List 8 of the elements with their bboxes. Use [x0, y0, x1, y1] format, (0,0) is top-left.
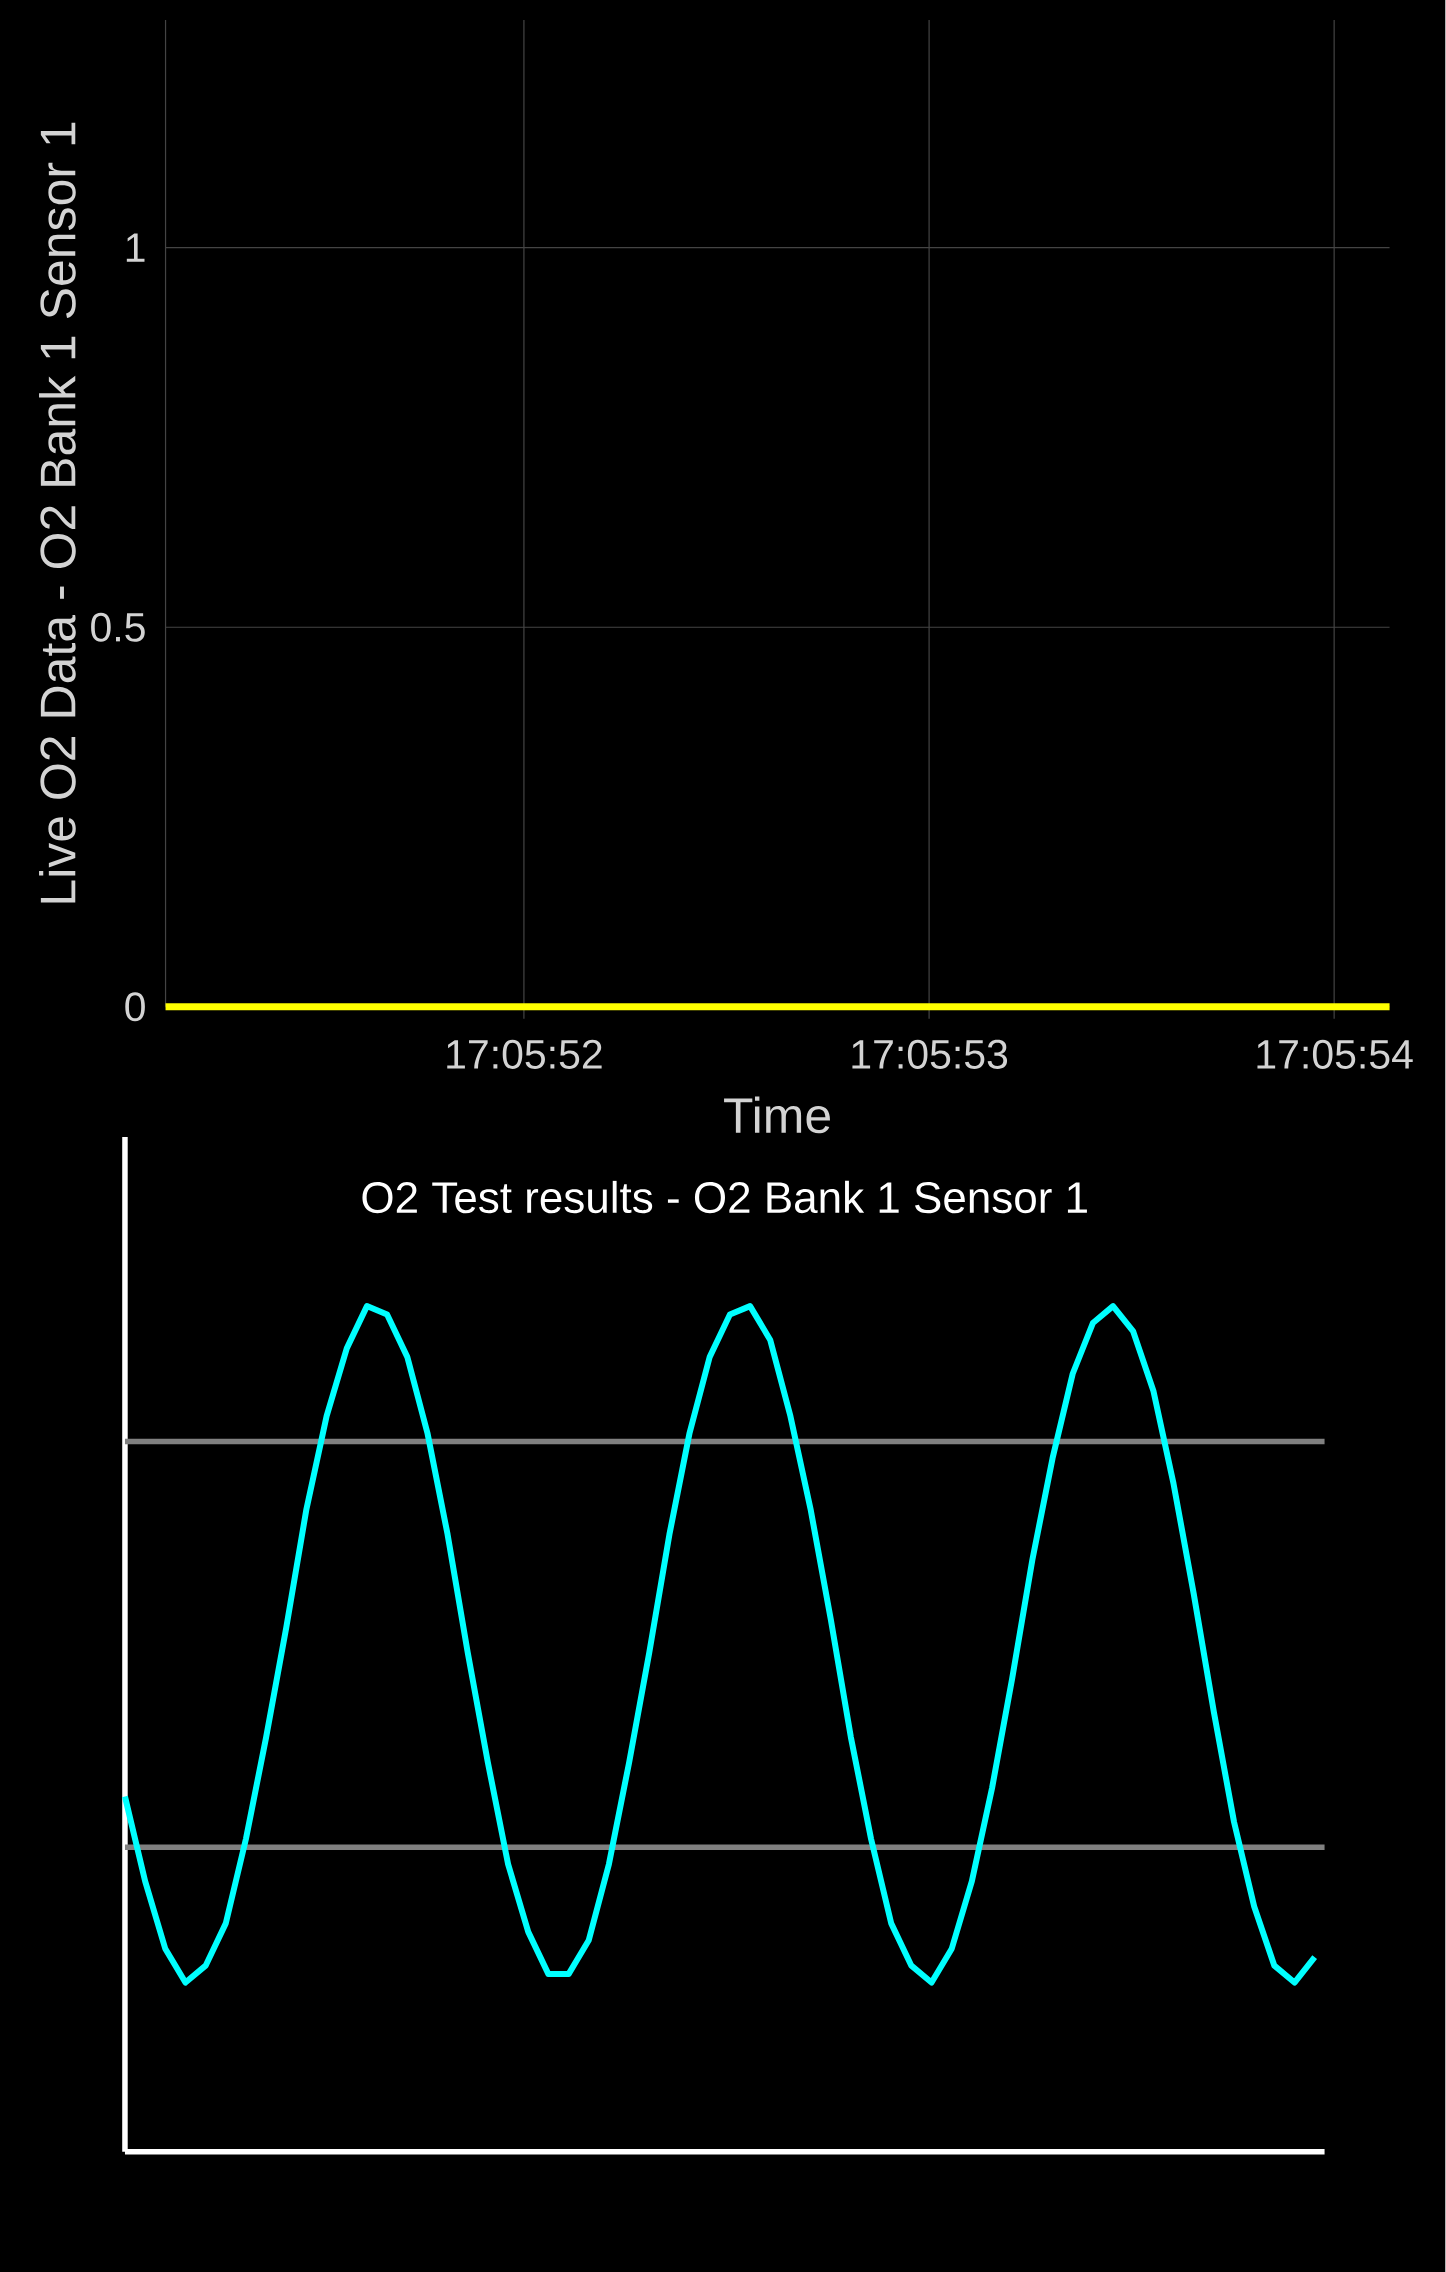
x-axis-title: Time [724, 1096, 831, 1134]
x-tick-label: 17:05:54 [1257, 1039, 1413, 1069]
x-tick-label: 17:05:52 [447, 1039, 602, 1069]
x-tick-label: 17:05:53 [852, 1039, 1008, 1069]
y-tick-label: 1 [127, 233, 145, 262]
y-tick-label: 0.5 [91, 612, 145, 642]
y-tick-label: 0 [125, 992, 146, 1022]
y-axis-title: Live O2 Data - O2 Bank 1 Sensor 1 [39, 122, 76, 903]
